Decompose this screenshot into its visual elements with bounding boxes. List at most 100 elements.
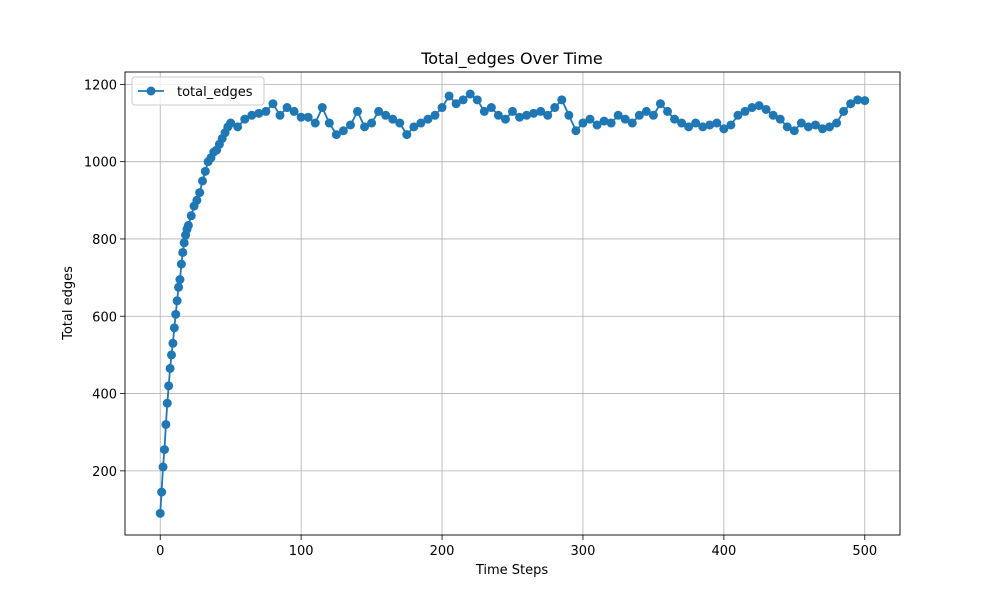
data-point bbox=[183, 220, 193, 230]
data-point bbox=[192, 195, 202, 205]
data-point bbox=[599, 116, 609, 126]
data-point bbox=[691, 118, 701, 128]
data-point bbox=[613, 110, 623, 120]
data-point bbox=[289, 106, 299, 116]
data-point bbox=[493, 110, 503, 120]
legend-box bbox=[131, 76, 265, 106]
data-point bbox=[164, 381, 174, 391]
data-point bbox=[775, 114, 785, 124]
data-point bbox=[733, 110, 743, 120]
data-point bbox=[684, 122, 694, 132]
x-tick-label: 200 bbox=[430, 544, 455, 559]
data-point bbox=[860, 96, 870, 106]
data-point bbox=[296, 112, 306, 122]
x-axis: 0 100 200 300 400 500 bbox=[156, 535, 877, 559]
data-point bbox=[437, 103, 447, 113]
data-point bbox=[578, 118, 588, 128]
data-point bbox=[195, 188, 205, 198]
data-point bbox=[677, 118, 687, 128]
x-axis-label: Time Steps bbox=[475, 563, 549, 578]
data-point bbox=[627, 118, 637, 128]
data-point bbox=[240, 114, 250, 124]
data-point bbox=[338, 126, 348, 136]
data-point bbox=[171, 309, 181, 319]
data-point bbox=[634, 110, 644, 120]
data-point bbox=[810, 120, 820, 130]
data-point bbox=[846, 99, 856, 109]
series-layer bbox=[155, 89, 870, 518]
x-tick-label: 500 bbox=[852, 544, 877, 559]
grid-lines bbox=[125, 72, 900, 535]
data-point bbox=[168, 338, 178, 348]
data-point bbox=[226, 118, 236, 128]
data-point bbox=[353, 106, 362, 116]
data-point bbox=[825, 122, 835, 132]
data-point bbox=[571, 126, 581, 136]
data-point bbox=[155, 508, 165, 518]
data-point bbox=[162, 398, 172, 408]
data-point bbox=[606, 118, 616, 128]
data-point bbox=[282, 103, 292, 113]
data-point bbox=[198, 176, 207, 186]
data-point bbox=[712, 118, 722, 128]
data-point bbox=[169, 323, 179, 333]
data-point bbox=[175, 275, 185, 285]
data-point bbox=[331, 130, 341, 140]
data-point bbox=[768, 110, 778, 120]
y-tick-label: 200 bbox=[92, 465, 117, 480]
data-point bbox=[536, 106, 546, 116]
data-point bbox=[317, 103, 327, 113]
data-point bbox=[543, 110, 553, 120]
data-point bbox=[740, 106, 750, 116]
y-axis: 200 400 600 800 1000 1200 bbox=[84, 78, 125, 480]
data-point bbox=[395, 118, 405, 128]
data-point bbox=[374, 106, 384, 116]
data-point bbox=[416, 118, 426, 128]
legend: total_edges bbox=[131, 76, 265, 106]
y-axis-label: Total edges bbox=[61, 266, 76, 341]
y-tick-label: 400 bbox=[92, 388, 117, 403]
data-point bbox=[486, 103, 496, 113]
data-point bbox=[360, 122, 370, 132]
data-point bbox=[172, 296, 182, 306]
y-tick-label: 600 bbox=[92, 310, 117, 325]
legend-label: total_edges bbox=[177, 85, 253, 100]
data-point bbox=[698, 122, 708, 132]
data-point bbox=[592, 120, 602, 130]
data-point bbox=[789, 126, 799, 136]
data-point bbox=[818, 124, 827, 134]
data-point bbox=[268, 99, 278, 109]
data-point bbox=[367, 118, 377, 128]
data-point bbox=[179, 238, 189, 248]
data-point bbox=[747, 103, 757, 113]
data-point bbox=[670, 114, 680, 124]
data-point bbox=[832, 118, 842, 128]
data-point bbox=[803, 122, 813, 132]
data-point bbox=[423, 114, 433, 124]
data-point bbox=[508, 106, 517, 116]
data-point bbox=[564, 110, 574, 120]
data-point bbox=[839, 106, 849, 116]
data-point bbox=[557, 95, 567, 105]
data-point bbox=[200, 166, 210, 176]
data-point bbox=[254, 108, 264, 118]
data-point bbox=[261, 106, 271, 116]
data-point bbox=[782, 122, 792, 132]
x-tick-label: 300 bbox=[571, 544, 596, 559]
data-point bbox=[663, 106, 672, 116]
y-tick-label: 1200 bbox=[84, 78, 117, 93]
data-point bbox=[247, 110, 257, 120]
data-point bbox=[310, 118, 320, 128]
data-point bbox=[515, 112, 525, 122]
data-point bbox=[451, 99, 461, 109]
data-point bbox=[157, 487, 167, 497]
data-point bbox=[176, 259, 186, 269]
data-point bbox=[500, 114, 510, 124]
data-point bbox=[178, 247, 188, 257]
data-point bbox=[648, 110, 658, 120]
data-point bbox=[529, 108, 539, 118]
data-point bbox=[655, 99, 665, 109]
data-point bbox=[796, 118, 806, 128]
